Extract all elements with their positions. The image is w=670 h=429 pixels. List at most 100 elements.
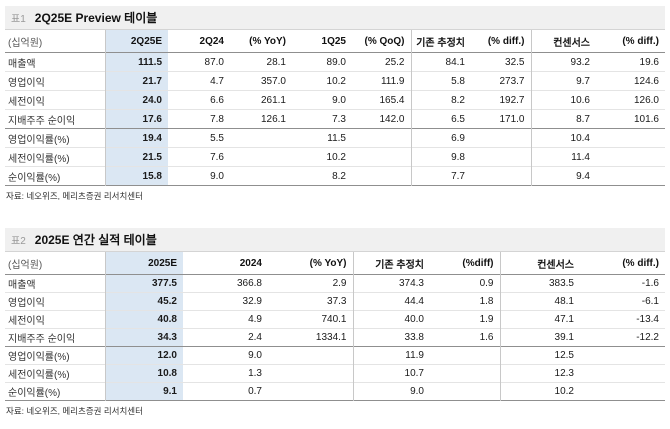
table-cell: 9.0 <box>210 170 224 182</box>
table-cell <box>230 167 292 186</box>
table-cell: 1.6 <box>479 332 494 343</box>
table-cell: 9.0 <box>352 382 430 401</box>
table-cell: 9.8 <box>410 147 471 167</box>
table-cell: 273.7 <box>499 75 525 87</box>
table-cell: 48.1 <box>499 292 580 311</box>
table-cell <box>430 365 500 383</box>
column-header: (% diff.) <box>622 35 659 47</box>
table-cell: 9.7 <box>530 71 596 91</box>
table-cell: 19.6 <box>639 56 659 68</box>
row-label: 세전이익률(%) <box>8 370 70 381</box>
table-cell <box>230 129 292 148</box>
table-title-band: 표1 2Q25E Preview 테이블 <box>5 6 665 30</box>
table-cell: 44.4 <box>352 292 430 311</box>
annual-estimates-table: (십억원) 2025E 2024 (% YoY) 기존 추정치 (%diff) 컨센서스 (%… <box>5 252 665 401</box>
table-cell: 6.6 <box>210 94 224 106</box>
table-cell <box>268 383 353 401</box>
table-cell: 171.0 <box>499 113 525 125</box>
table-cell: 10.6 <box>530 90 596 110</box>
row-label: 지배주주 순이익 <box>8 334 76 345</box>
table-cell: 2.4 <box>248 332 262 343</box>
table-cell: 10.2 <box>499 382 580 401</box>
table-cell <box>580 347 665 365</box>
row-label: 세전이익률(%) <box>8 153 70 165</box>
column-header: 기존 추정치 <box>352 252 430 275</box>
table-cell: 8.7 <box>530 109 596 129</box>
table-cell: 377.5 <box>104 274 183 293</box>
table-cell <box>471 148 531 167</box>
table-cell <box>596 129 665 148</box>
table-cell: 6.9 <box>410 128 471 148</box>
table-cell: 111.5 <box>104 52 168 72</box>
table-cell: 383.5 <box>499 274 580 293</box>
table-cell: 142.0 <box>379 113 405 125</box>
column-header: 2024 <box>239 257 262 269</box>
table-cell <box>471 167 531 186</box>
column-header: (% diff.) <box>622 257 659 269</box>
table-cell: 7.3 <box>332 113 346 125</box>
table-cell: 9.1 <box>104 382 183 401</box>
table-cell: 4.9 <box>248 314 262 325</box>
table-cell: 7.6 <box>210 151 224 163</box>
table-cell: -6.1 <box>641 296 659 307</box>
table-cell: -13.4 <box>636 314 659 325</box>
column-header: 컨센서스 <box>499 252 580 275</box>
row-label: 매출액 <box>8 280 36 291</box>
table-cell <box>430 347 500 365</box>
table-cell: 740.1 <box>321 314 347 325</box>
table-cell: 89.0 <box>326 56 346 68</box>
table-cell: 10.2 <box>326 151 346 163</box>
table-cell: 8.2 <box>410 90 471 110</box>
table-cell: 12.3 <box>499 364 580 383</box>
column-header: (% QoQ) <box>364 35 405 47</box>
row-label: 세전이익 <box>8 96 45 108</box>
table-row: 영업이익 45.2 32.9 37.3 44.4 1.8 48.1 -6.1 <box>5 292 665 311</box>
quarterly-preview-table-section: 표1 2Q25E Preview 테이블 (십억원) 2Q25E 2Q24 (% Yo… <box>5 0 665 202</box>
column-header: 2025E <box>104 252 183 275</box>
unit-label: (십억원) <box>8 37 43 49</box>
row-label: 순이익률(%) <box>8 172 61 184</box>
table-cell: 366.8 <box>236 278 262 289</box>
table-cell <box>352 129 411 148</box>
row-label: 영업이익 <box>8 298 45 309</box>
table-row: 세전이익 24.0 6.6 261.1 9.0 165.4 8.2 192.7 10.6 126.… <box>5 90 665 110</box>
table-cell <box>596 167 665 186</box>
table-cell: 1334.1 <box>315 332 347 343</box>
table-cell: 10.7 <box>352 364 430 383</box>
table-cell: 1.9 <box>479 314 494 325</box>
row-label: 영업이익률(%) <box>8 352 70 363</box>
table-cell: 11.9 <box>352 346 430 365</box>
source-note: 자료: 네오위즈, 메리츠증권 리서치센터 <box>6 406 143 416</box>
table-cell: 12.5 <box>499 346 580 365</box>
table-cell: 45.2 <box>104 292 183 311</box>
table-cell <box>580 383 665 401</box>
table-cell: 40.0 <box>352 310 430 329</box>
table-row: 지배주주 순이익 34.3 2.4 1334.1 33.8 1.6 39.1 -12.2 <box>5 328 665 347</box>
table-cell <box>471 129 531 148</box>
table-cell: 87.0 <box>204 56 224 68</box>
table-cell: 4.7 <box>210 75 224 87</box>
table-cell <box>268 365 353 383</box>
column-header: (% YoY) <box>309 257 347 269</box>
table-cell: 6.5 <box>410 109 471 129</box>
table-cell: 21.7 <box>104 71 168 91</box>
quarterly-preview-table: (십억원) 2Q25E 2Q24 (% YoY) 1Q25 (% QoQ) 기존 추정치 (%… <box>5 30 665 186</box>
table-cell: 11.5 <box>327 132 346 144</box>
table-cell: 8.2 <box>332 170 346 182</box>
table-cell: 10.4 <box>530 128 596 148</box>
table-cell: 47.1 <box>499 310 580 329</box>
header-row: (십억원) 2025E 2024 (% YoY) 기존 추정치 (%diff) 컨센서스 (%… <box>5 252 665 275</box>
table-cell: -1.6 <box>641 278 659 289</box>
table-cell: 33.8 <box>352 328 430 347</box>
table-cell <box>352 148 411 167</box>
table-row: 영업이익 21.7 4.7 357.0 10.2 111.9 5.8 273.7 9.7 124.… <box>5 71 665 91</box>
table-cell: 9.4 <box>530 166 596 186</box>
table-cell <box>268 347 353 365</box>
table-row: 매출액 377.5 366.8 2.9 374.3 0.9 383.5 -1.6 <box>5 274 665 293</box>
table-cell: 374.3 <box>352 274 430 293</box>
table-cell: 19.4 <box>104 128 168 148</box>
table-cell: 1.3 <box>248 368 262 379</box>
table-cell: 21.5 <box>104 147 168 167</box>
table-row: 세전이익률(%) 21.5 7.6 10.2 9.8 11.4 <box>5 147 665 167</box>
table-cell: 84.1 <box>410 52 471 72</box>
